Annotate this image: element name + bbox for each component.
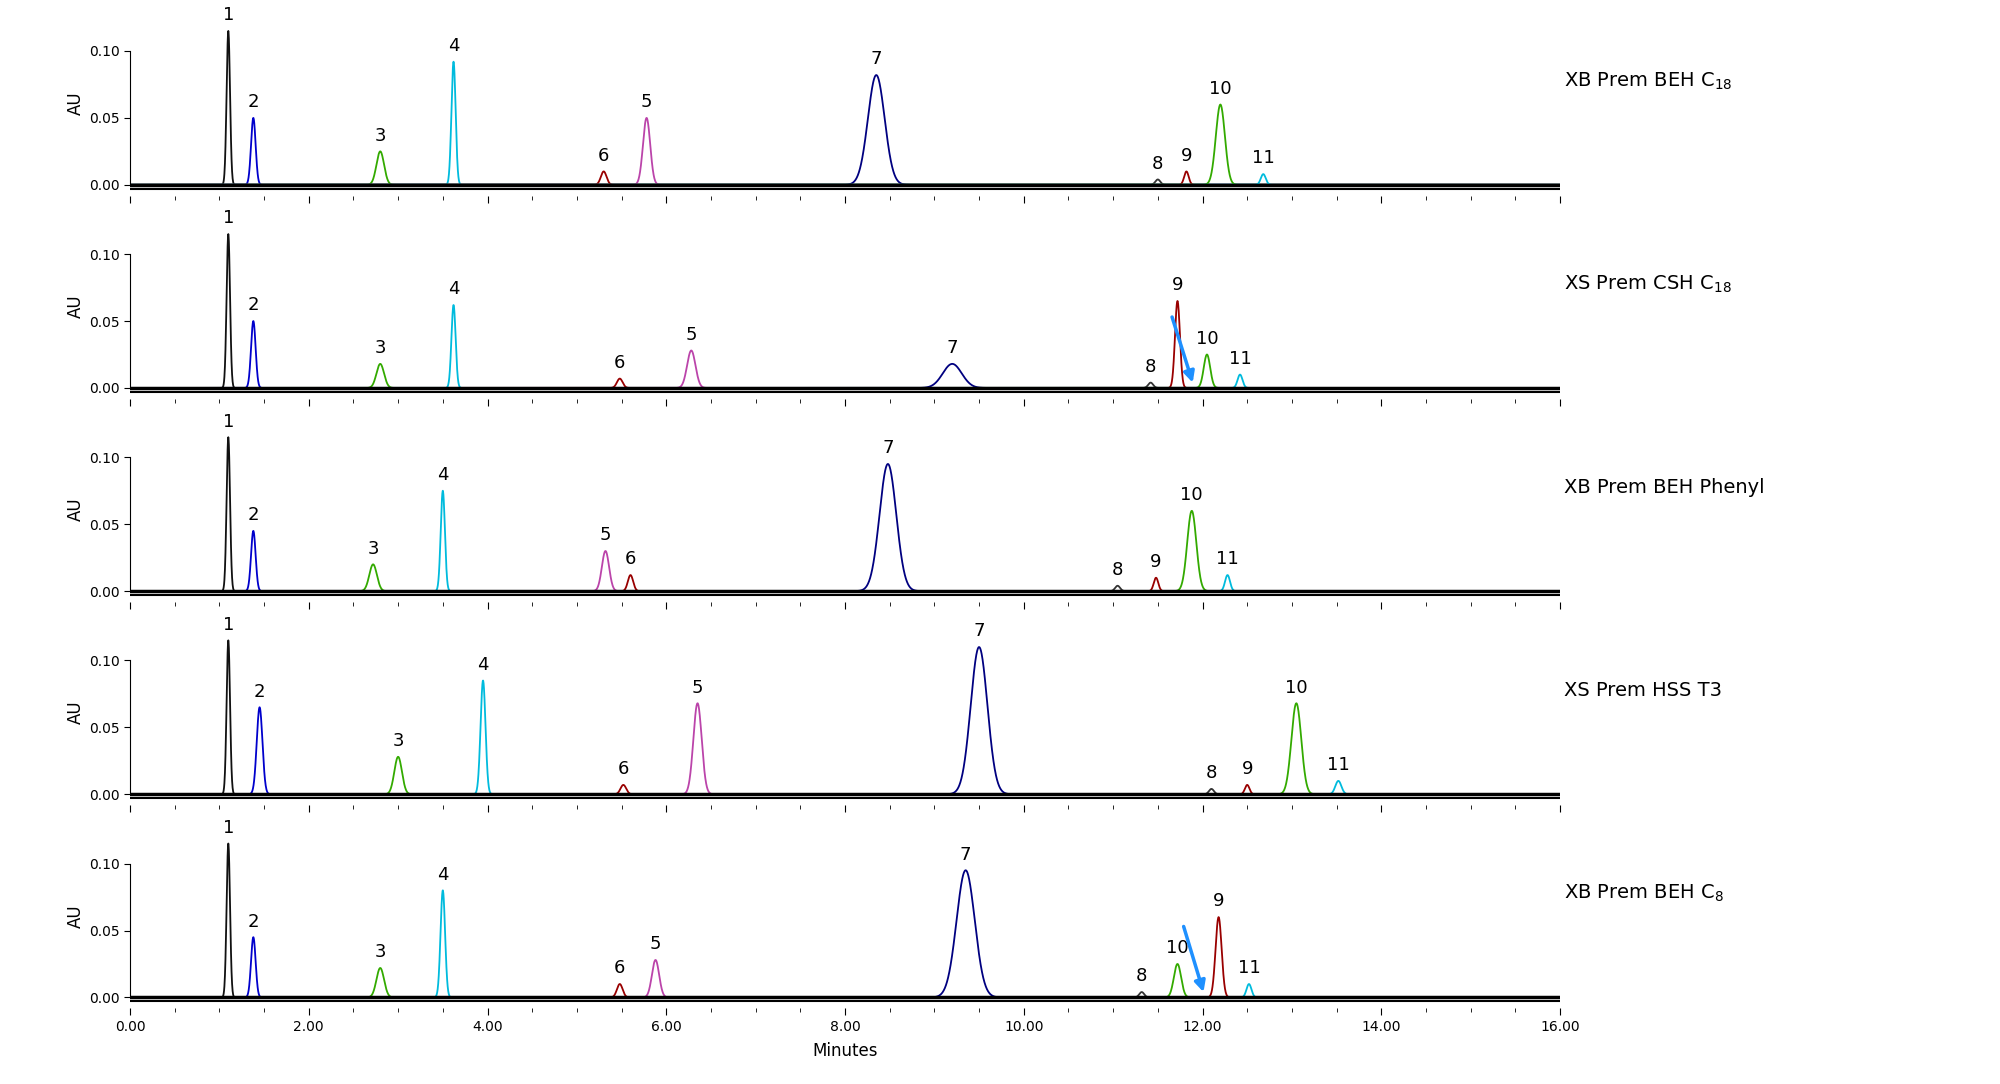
Text: XB Prem BEH C$_{8}$: XB Prem BEH C$_{8}$ xyxy=(1564,883,1724,904)
Text: 1: 1 xyxy=(222,818,234,837)
Text: 10: 10 xyxy=(1210,80,1232,98)
Text: 7: 7 xyxy=(974,622,984,641)
Text: 8: 8 xyxy=(1112,562,1124,579)
Text: 7: 7 xyxy=(882,439,894,457)
Text: 8: 8 xyxy=(1136,967,1148,985)
Text: 6: 6 xyxy=(624,551,636,568)
Text: 2: 2 xyxy=(248,93,260,112)
Text: 11: 11 xyxy=(1228,350,1252,367)
Text: 4: 4 xyxy=(438,466,448,485)
Text: 5: 5 xyxy=(640,93,652,112)
Text: 6: 6 xyxy=(614,959,626,978)
Text: 5: 5 xyxy=(600,526,612,544)
X-axis label: Minutes: Minutes xyxy=(812,1042,878,1060)
Text: 6: 6 xyxy=(614,353,626,372)
Text: 7: 7 xyxy=(870,50,882,68)
Text: 6: 6 xyxy=(618,760,630,778)
Text: 8: 8 xyxy=(1152,155,1164,172)
Text: 1: 1 xyxy=(222,413,234,430)
Text: 2: 2 xyxy=(248,506,260,525)
Text: 9: 9 xyxy=(1172,276,1184,294)
Text: 10: 10 xyxy=(1196,330,1218,348)
Text: XB Prem BEH C$_{18}$: XB Prem BEH C$_{18}$ xyxy=(1564,70,1732,92)
Y-axis label: AU: AU xyxy=(66,91,84,115)
Y-axis label: AU: AU xyxy=(66,904,84,928)
Text: 2: 2 xyxy=(254,683,266,700)
Text: 1: 1 xyxy=(222,616,234,634)
Text: 9: 9 xyxy=(1212,892,1224,911)
Y-axis label: AU: AU xyxy=(66,295,84,318)
Text: 9: 9 xyxy=(1242,760,1252,778)
Text: 4: 4 xyxy=(438,866,448,883)
Text: 4: 4 xyxy=(448,37,460,55)
Text: 4: 4 xyxy=(448,281,460,298)
Text: 3: 3 xyxy=(392,732,404,750)
Text: XB Prem BEH Phenyl: XB Prem BEH Phenyl xyxy=(1564,478,1764,496)
Text: 1: 1 xyxy=(222,209,234,228)
Text: XS Prem CSH C$_{18}$: XS Prem CSH C$_{18}$ xyxy=(1564,273,1732,295)
Text: XS Prem HSS T3: XS Prem HSS T3 xyxy=(1564,681,1722,700)
Text: 3: 3 xyxy=(374,127,386,144)
Text: 7: 7 xyxy=(946,339,958,358)
Text: 10: 10 xyxy=(1180,486,1204,504)
Text: 6: 6 xyxy=(598,146,610,165)
Text: 4: 4 xyxy=(478,656,488,674)
Text: 11: 11 xyxy=(1216,551,1238,568)
Text: 11: 11 xyxy=(1238,959,1260,978)
Text: 11: 11 xyxy=(1326,757,1350,774)
Text: 7: 7 xyxy=(960,846,972,864)
Text: 9: 9 xyxy=(1180,146,1192,165)
Text: 2: 2 xyxy=(248,296,260,314)
Y-axis label: AU: AU xyxy=(66,498,84,521)
Text: 1: 1 xyxy=(222,7,234,24)
Y-axis label: AU: AU xyxy=(66,701,84,724)
Text: 10: 10 xyxy=(1166,939,1188,957)
Text: 3: 3 xyxy=(374,943,386,962)
Text: 11: 11 xyxy=(1252,150,1274,167)
Text: 5: 5 xyxy=(650,935,662,953)
Text: 8: 8 xyxy=(1206,764,1218,783)
Text: 5: 5 xyxy=(686,326,698,344)
Text: 8: 8 xyxy=(1144,358,1156,376)
Text: 3: 3 xyxy=(374,339,386,358)
Text: 3: 3 xyxy=(368,540,378,557)
Text: 10: 10 xyxy=(1286,679,1308,697)
Text: 5: 5 xyxy=(692,679,704,697)
Text: 9: 9 xyxy=(1150,553,1162,571)
Text: 2: 2 xyxy=(248,913,260,930)
